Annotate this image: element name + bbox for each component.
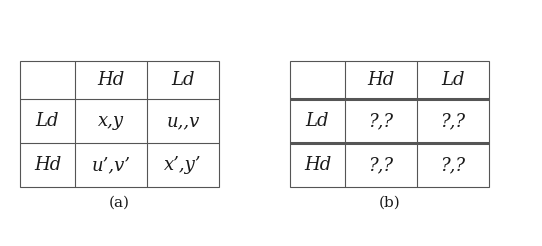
Text: x,y: x,y — [98, 112, 124, 130]
Text: ?,?: ?,? — [441, 112, 466, 130]
Text: Hd: Hd — [98, 71, 125, 89]
Text: Ld: Ld — [36, 112, 59, 130]
Bar — [20, 61, 219, 187]
Text: (a): (a) — [109, 196, 130, 210]
Text: Hd: Hd — [34, 156, 61, 174]
Text: x’,y’: x’,y’ — [164, 156, 202, 174]
Text: Ld: Ld — [306, 112, 329, 130]
Text: u’,v’: u’,v’ — [92, 156, 131, 174]
Text: Ld: Ld — [171, 71, 195, 89]
Bar — [290, 61, 489, 187]
Text: (b): (b) — [379, 196, 401, 210]
Text: ?,?: ?,? — [369, 156, 393, 174]
Text: Hd: Hd — [304, 156, 331, 174]
Text: ?,?: ?,? — [441, 156, 466, 174]
Text: Hd: Hd — [367, 71, 395, 89]
Text: ?,?: ?,? — [369, 112, 393, 130]
Text: Ld: Ld — [441, 71, 464, 89]
Text: u,,v: u,,v — [166, 112, 199, 130]
